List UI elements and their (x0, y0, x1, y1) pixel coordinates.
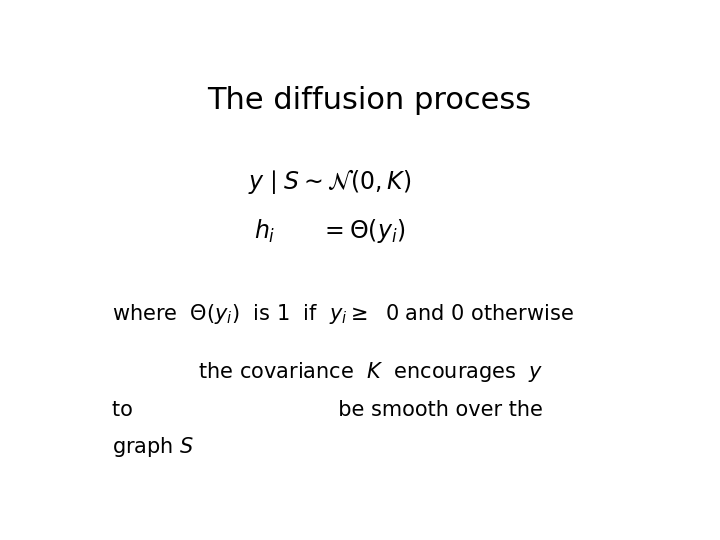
Text: the covariance  $K$  encourages  $y$: the covariance $K$ encourages $y$ (112, 361, 544, 384)
Text: The diffusion process: The diffusion process (207, 85, 531, 114)
Text: $y \mid S \sim \mathcal{N}(0, K)$: $y \mid S \sim \mathcal{N}(0, K)$ (248, 167, 412, 195)
Text: graph $S$: graph $S$ (112, 435, 194, 460)
Text: to                               be smooth over the: to be smooth over the (112, 400, 543, 420)
Text: $h_i \qquad = \Theta(y_i)$: $h_i \qquad = \Theta(y_i)$ (254, 217, 405, 245)
Text: where  $\Theta(y_i)$  is 1  if  $y_i \geq$  0 and 0 otherwise: where $\Theta(y_i)$ is 1 if $y_i \geq$ 0… (112, 302, 575, 326)
